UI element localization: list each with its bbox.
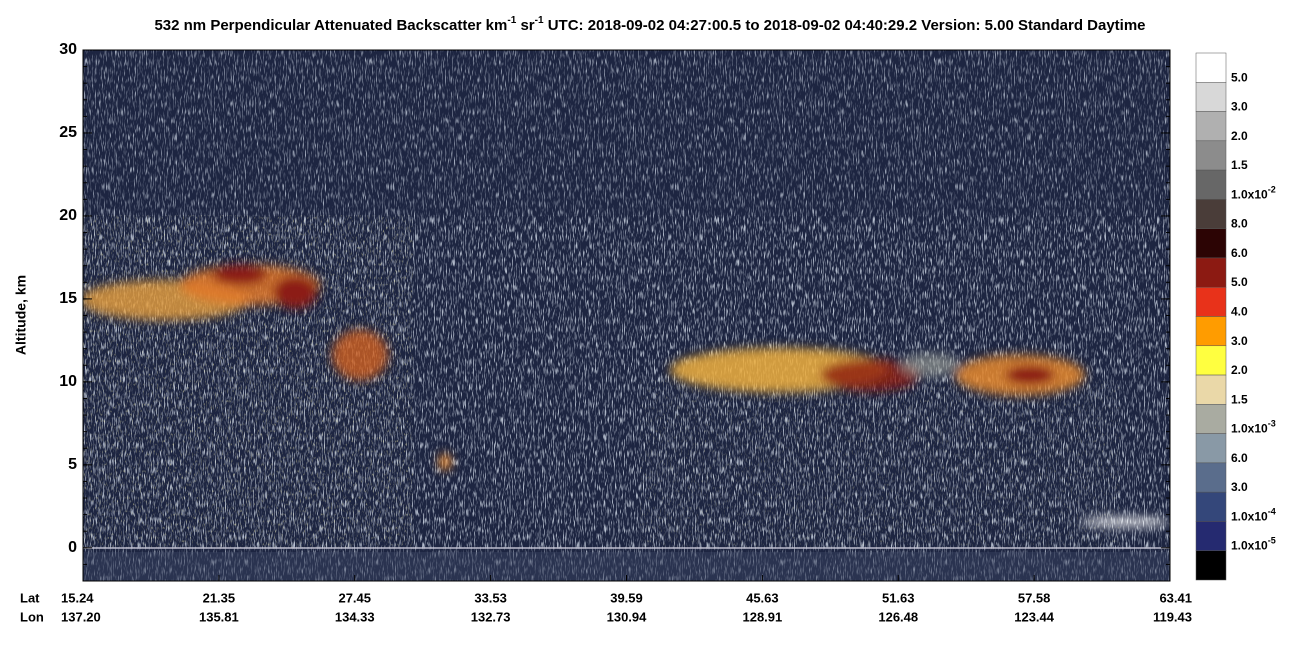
colorbar-swatch <box>1195 374 1227 405</box>
colorbar-swatch <box>1195 286 1227 317</box>
x-row-label: Lon <box>20 609 44 624</box>
lon-label: 130.94 <box>607 609 648 624</box>
lon-label: 137.20 <box>61 609 101 624</box>
title-superscript: -1 <box>507 15 516 26</box>
title-text: UTC: 2018-09-02 04:27:00.5 to 2018-09-02… <box>544 17 1146 34</box>
y-tick-label: 25 <box>59 124 77 141</box>
y-axis-label: Altitude, km <box>13 275 29 355</box>
curtain-image <box>83 50 1170 581</box>
colorbar-label: 2.0 <box>1231 129 1248 143</box>
cloud <box>83 265 1170 527</box>
lat-label: 27.45 <box>338 590 371 605</box>
chart-title: 532 nm Perpendicular Attenuated Backscat… <box>154 15 1145 34</box>
colorbar-swatch <box>1195 433 1227 464</box>
lat-label: 45.63 <box>746 590 779 605</box>
colorbar-swatch <box>1195 82 1227 112</box>
lon-label: 132.73 <box>471 609 511 624</box>
lat-label: 21.35 <box>203 590 236 605</box>
colorbar-swatch <box>1195 228 1227 259</box>
lat-label: 57.58 <box>1018 590 1051 605</box>
colorbar-label: 1.0x10-3 <box>1231 419 1276 436</box>
colorbar-label: 1.5 <box>1231 158 1248 172</box>
colorbar-label-exp: -3 <box>1268 419 1276 429</box>
colorbar-label: 1.5 <box>1231 393 1248 407</box>
y-tick-label: 10 <box>59 373 77 390</box>
colorbar-label-text: 3.0 <box>1231 480 1248 494</box>
noise <box>640 380 1120 548</box>
colorbar-label: 8.0 <box>1231 217 1248 231</box>
colorbar-swatch <box>1195 140 1227 171</box>
lon-label: 128.91 <box>742 609 782 624</box>
lon-label: 126.48 <box>878 609 918 624</box>
colorbar-label-text: 1.5 <box>1231 158 1248 172</box>
y-tick-label: 30 <box>59 41 77 58</box>
colorbar-label-text: 1.0x10 <box>1231 422 1268 436</box>
y-tick-label: 0 <box>68 539 77 556</box>
colorbar-swatch <box>1195 404 1227 434</box>
colorbar-swatch <box>1195 169 1227 200</box>
colorbar-label-text: 6.0 <box>1231 451 1248 465</box>
lon-label: 134.33 <box>335 609 375 624</box>
colorbar-label-exp: -2 <box>1268 185 1276 195</box>
colorbar-swatch <box>1195 521 1227 551</box>
colorbar-label-text: 4.0 <box>1231 305 1248 319</box>
colorbar-swatch <box>1195 550 1227 581</box>
lon-label: 135.81 <box>199 609 239 624</box>
noise <box>83 215 413 548</box>
colorbar-label: 2.0 <box>1231 363 1248 377</box>
y-tick-label: 5 <box>68 456 77 473</box>
colorbar-label: 1.0x10-2 <box>1231 185 1276 202</box>
colorbar-label: 3.0 <box>1231 480 1248 494</box>
colorbar-label-text: 5.0 <box>1231 70 1248 84</box>
x-row-label: Lat <box>20 590 40 605</box>
title-text: sr <box>516 17 535 34</box>
colorbar-label: 4.0 <box>1231 305 1248 319</box>
colorbar-swatch <box>1195 199 1227 229</box>
colorbar-label-text: 2.0 <box>1231 129 1248 143</box>
y-tick-label: 15 <box>59 290 77 307</box>
colorbar-label-text: 1.0x10 <box>1231 188 1268 202</box>
colorbar-label: 6.0 <box>1231 451 1248 465</box>
colorbar-swatch <box>1195 345 1227 376</box>
title-text: 532 nm Perpendicular Attenuated Backscat… <box>154 17 507 34</box>
lat-label: 63.41 <box>1159 590 1192 605</box>
colorbar-label-exp: -5 <box>1268 536 1276 546</box>
colorbar-label: 5.0 <box>1231 275 1248 289</box>
colorbar-label-text: 1.0x10 <box>1231 510 1268 524</box>
colorbar-label: 6.0 <box>1231 246 1248 260</box>
lon-label: 119.43 <box>1153 609 1192 624</box>
colorbar-label-text: 3.0 <box>1231 334 1248 348</box>
colorbar-label: 3.0 <box>1231 334 1248 348</box>
colorbar-label-text: 2.0 <box>1231 363 1248 377</box>
colorbar-label: 5.0 <box>1231 70 1248 84</box>
colorbar-label: 1.0x10-5 <box>1231 536 1276 553</box>
colorbar-swatch <box>1195 111 1227 142</box>
colorbar-swatch <box>1195 52 1227 83</box>
colorbar-label-text: 3.0 <box>1231 100 1248 114</box>
colorbar-swatch <box>1195 462 1227 493</box>
lat-label: 39.59 <box>610 590 643 605</box>
colorbar-label: 3.0 <box>1231 100 1248 114</box>
colorbar-label-text: 5.0 <box>1231 275 1248 289</box>
y-tick-label: 20 <box>59 207 77 224</box>
colorbar-swatch <box>1195 316 1227 347</box>
title-superscript: -1 <box>535 15 544 26</box>
colorbar-label-exp: -4 <box>1268 507 1276 517</box>
colorbar-swatch <box>1195 257 1227 288</box>
colorbar-label-text: 1.0x10 <box>1231 539 1268 553</box>
colorbar-label: 1.0x10-4 <box>1231 507 1276 524</box>
colorbar-label-text: 6.0 <box>1231 246 1248 260</box>
colorbar-label-text: 1.5 <box>1231 393 1248 407</box>
lat-label: 51.63 <box>882 590 915 605</box>
lat-label: 33.53 <box>474 590 507 605</box>
colorbar-swatch <box>1195 491 1227 522</box>
lon-label: 123.44 <box>1014 609 1055 624</box>
colorbar-label-text: 8.0 <box>1231 217 1248 231</box>
lat-label: 15.24 <box>61 590 94 605</box>
